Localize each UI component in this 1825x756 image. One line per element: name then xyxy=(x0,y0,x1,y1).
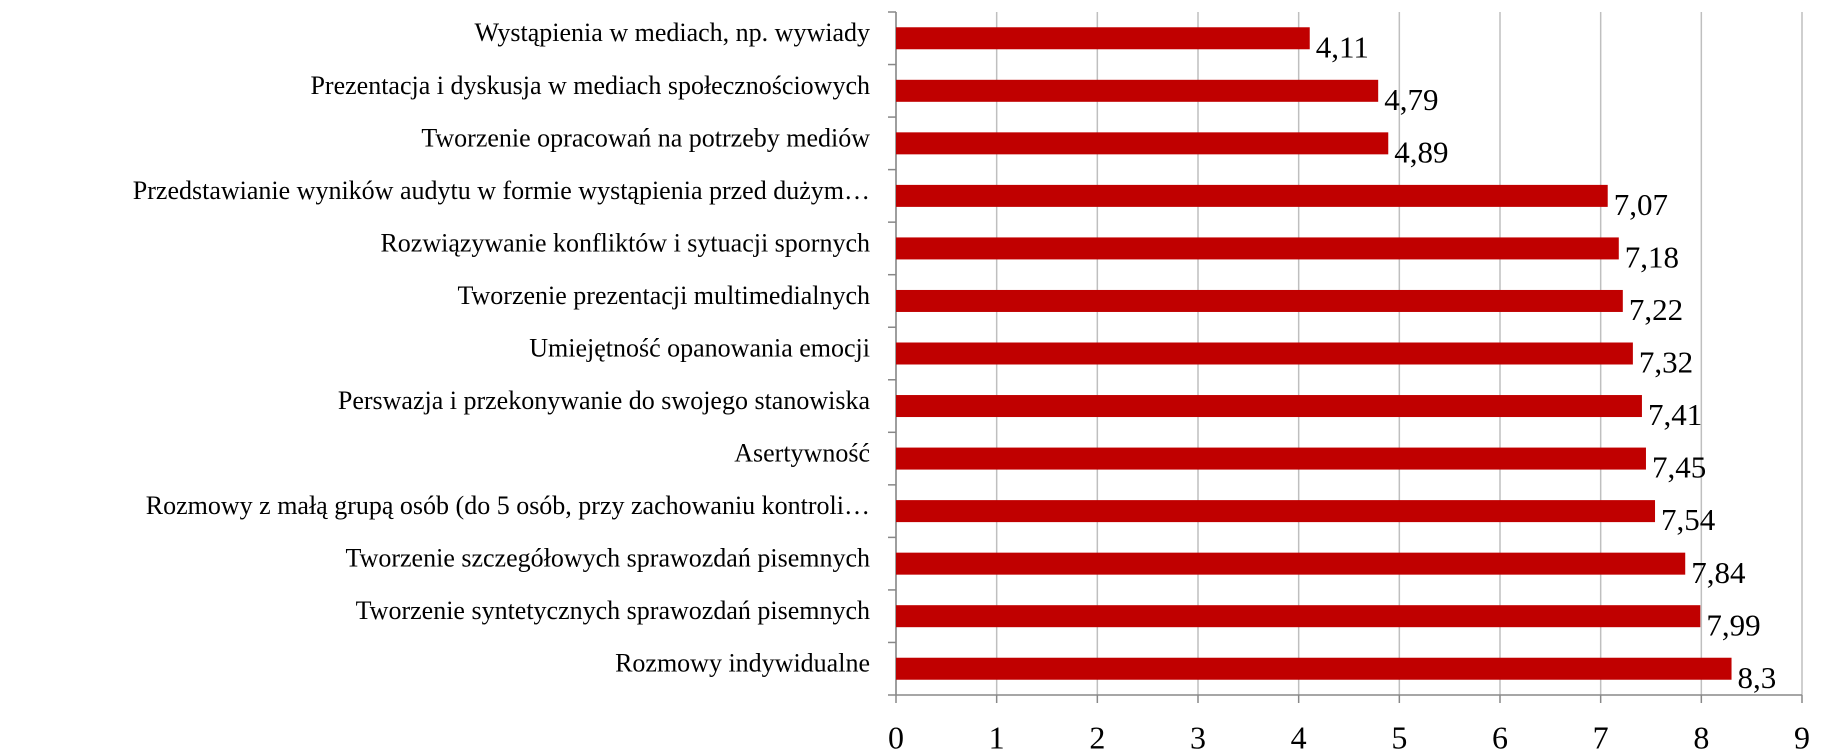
value-label: 7,84 xyxy=(1691,555,1746,590)
y-tick-label: Prezentacja i dyskusja w mediach społecz… xyxy=(310,71,870,100)
bar xyxy=(896,605,1701,628)
value-label: 7,99 xyxy=(1706,607,1760,642)
y-tick-label: Tworzenie szczegółowych sprawozdań pisem… xyxy=(346,544,870,573)
x-tick-label: 2 xyxy=(1089,719,1105,755)
y-tick-label: Tworzenie opracowań na potrzeby mediów xyxy=(421,123,870,152)
bar xyxy=(896,237,1619,260)
x-tick-label: 9 xyxy=(1794,719,1810,755)
bar xyxy=(896,184,1608,207)
bar xyxy=(896,132,1389,155)
x-tick-label: 4 xyxy=(1291,719,1307,755)
bar xyxy=(896,79,1379,102)
value-label: 4,89 xyxy=(1394,134,1448,169)
y-tick-label: Perswazja i przekonywanie do swojego sta… xyxy=(338,386,871,415)
y-tick-label: Rozmowy indywidualne xyxy=(615,649,870,678)
y-tick-label: Tworzenie syntetycznych sprawozdań pisem… xyxy=(356,596,870,625)
x-tick-label: 5 xyxy=(1391,719,1407,755)
y-tick-label: Tworzenie prezentacji multimedialnych xyxy=(457,281,870,310)
value-label: 4,11 xyxy=(1316,29,1369,64)
value-label: 7,07 xyxy=(1614,187,1668,222)
y-tick-label: Rozmowy z małą grupą osób (do 5 osób, pr… xyxy=(146,491,870,520)
x-tick-label: 0 xyxy=(888,719,904,755)
y-tick-label: Wystąpienia w mediach, np. wywiady xyxy=(474,18,870,47)
bar xyxy=(896,395,1642,418)
bar xyxy=(896,447,1646,470)
bar xyxy=(896,657,1732,680)
x-tick-label: 1 xyxy=(989,719,1005,755)
value-label: 7,22 xyxy=(1629,292,1683,327)
x-tick-label: 6 xyxy=(1492,719,1508,755)
value-label: 7,18 xyxy=(1625,240,1679,275)
bar xyxy=(896,27,1310,50)
x-tick-label: 3 xyxy=(1190,719,1206,755)
x-tick-label: 8 xyxy=(1693,719,1709,755)
bar xyxy=(896,342,1633,365)
y-tick-label: Rozwiązywanie konfliktów i sytuacji spor… xyxy=(380,228,870,257)
value-label: 8,3 xyxy=(1738,660,1777,695)
x-tick-label: 7 xyxy=(1593,719,1609,755)
value-label: 7,45 xyxy=(1652,450,1706,485)
value-label: 4,79 xyxy=(1384,82,1438,117)
value-label: 7,41 xyxy=(1648,397,1702,432)
y-tick-label: Asertywność xyxy=(734,439,870,468)
bar xyxy=(896,500,1656,523)
bar xyxy=(896,552,1686,575)
value-label: 7,54 xyxy=(1661,502,1716,537)
y-tick-label: Umiejętność opanowania emocji xyxy=(529,333,870,362)
value-label: 7,32 xyxy=(1639,345,1693,380)
bar xyxy=(896,289,1623,312)
y-tick-label: Przedstawianie wyników audytu w formie w… xyxy=(133,176,870,205)
